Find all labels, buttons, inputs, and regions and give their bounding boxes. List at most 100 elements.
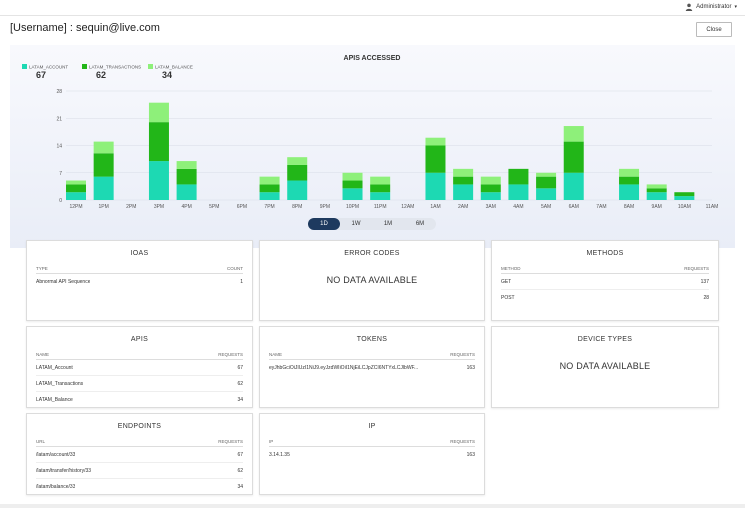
bar-segment (176, 168, 197, 185)
bar-segment (287, 164, 308, 181)
methods-row-name: POST (501, 294, 515, 301)
range-option-1m[interactable]: 1M (383, 221, 393, 227)
bar-segment (536, 172, 557, 177)
bar-segment (370, 192, 391, 200)
bar-segment (93, 176, 114, 200)
bar-segment (646, 188, 667, 193)
x-tick-label: 6PM (237, 204, 247, 210)
legend-label: LATAM_ACCOUNT (29, 65, 68, 70)
tokens-row-name: eyJhbGciOiJIUzI1NiJ9.eyJzdWIiOiI1NjEiLCJ… (269, 364, 419, 371)
bar-segment (563, 141, 584, 173)
legend-swatch (148, 64, 153, 69)
bar-segment (93, 153, 114, 177)
x-tick-label: 3AM (486, 204, 496, 210)
bar-segment (93, 141, 114, 154)
x-tick-label: 4AM (513, 204, 523, 210)
bar-segment (480, 176, 501, 185)
methods-row: POST 28 (501, 290, 709, 305)
x-tick-label: 7AM (596, 204, 606, 210)
bar-segment (259, 192, 280, 200)
bar-segment (646, 192, 667, 200)
endpoints-row-name: /latam/transfer/history/33 (36, 467, 92, 474)
methods-header: METHOD REQUESTS (501, 266, 709, 274)
bar-segment (259, 176, 280, 185)
methods-card: METHODS METHOD REQUESTS GET 137 POST 28 (491, 240, 719, 321)
x-tick-label: 5AM (541, 204, 551, 210)
endpoints-card: ENDPOINTS URL REQUESTS /latam/account/33… (26, 413, 253, 495)
user-menu[interactable]: Administrator ▾ (685, 3, 737, 11)
bar-segment (66, 192, 86, 200)
apis-card: APIS NAME REQUESTS LATAM_Account 67 LATAM_… (26, 326, 253, 408)
x-tick-label: 6AM (569, 204, 579, 210)
close-button[interactable]: Close (696, 22, 732, 37)
apis-row: LATAM_Balance 34 (36, 392, 243, 407)
chart-title: APIS ACCESSED (344, 55, 401, 62)
x-tick-label: 4PM (181, 204, 191, 210)
x-tick-label: 8PM (292, 204, 302, 210)
ip-col-requests: REQUESTS (450, 439, 475, 444)
bar-segment (619, 176, 640, 185)
x-tick-label: 5PM (209, 204, 219, 210)
bar-segment (480, 184, 501, 193)
error-codes-empty: NO DATA AVAILABLE (326, 275, 418, 285)
apis-row-name: LATAM_Account (36, 364, 73, 371)
ioas-header: TYPE COUNT (36, 266, 243, 274)
bar-segment (480, 192, 501, 200)
error-codes-title: ERROR CODES (344, 250, 400, 257)
bar-segment (425, 172, 446, 200)
bar-segment (536, 188, 557, 200)
x-tick-label: 12AM (401, 204, 414, 210)
y-tick-label: 28 (56, 89, 62, 95)
bar-segment (619, 168, 640, 177)
apis-row-name: LATAM_Transactions (36, 380, 84, 387)
range-option-1w[interactable]: 1W (351, 221, 361, 227)
bar-segment (66, 180, 86, 185)
bar-segment (646, 184, 667, 189)
bar-segment (370, 184, 391, 193)
tokens-col-name: NAME (269, 352, 283, 357)
apis-col-name: NAME (36, 352, 50, 357)
endpoints-row-name: /latam/account/33 (36, 451, 76, 458)
apis-row-value: 62 (237, 380, 243, 387)
ioas-col-count: COUNT (227, 266, 243, 271)
tokens-title: TOKENS (356, 336, 388, 343)
endpoints-row: /latam/account/33 67 (36, 447, 243, 463)
x-tick-label: 8AM (624, 204, 634, 210)
bar-segment (619, 184, 640, 200)
apis-accessed-chart: APIS ACCESSED LATAM_ACCOUNT 67 LATAM_TRANSA… (10, 45, 735, 248)
ioas-row: Abnormal API Sequence 1 (36, 274, 243, 289)
user-icon (685, 3, 693, 11)
apis-row-name: LATAM_Balance (36, 396, 73, 403)
bar-segment (148, 122, 169, 162)
error-codes-card: ERROR CODES NO DATA AVAILABLE (259, 240, 485, 321)
apis-title: APIS (130, 336, 149, 343)
ioas-col-type: TYPE (36, 266, 48, 271)
ioas-title: IOAS (130, 250, 149, 257)
bar-segment (342, 180, 363, 189)
endpoints-title: ENDPOINTS (117, 423, 162, 430)
x-tick-label: 2AM (458, 204, 468, 210)
range-option-1d[interactable]: 1D (308, 218, 340, 230)
bar-segment (342, 188, 363, 200)
legend-label: LATAM_BALANCE (155, 65, 193, 70)
chevron-down-icon: ▾ (734, 4, 737, 10)
top-bar: Administrator ▾ (0, 0, 745, 16)
apis-row-value: 67 (237, 364, 243, 371)
y-tick-label: 0 (59, 198, 62, 204)
bottom-bar (0, 504, 745, 508)
endpoints-row: /latam/transfer/history/33 62 (36, 463, 243, 479)
bar-segment (342, 172, 363, 181)
apis-row-value: 34 (237, 396, 243, 403)
endpoints-row-value: 67 (237, 451, 243, 458)
page-title: [Username] : sequin@live.com (10, 22, 160, 34)
endpoints-row-value: 62 (237, 467, 243, 474)
ip-card: IP IP REQUESTS 3.14.1.35 163 (259, 413, 485, 495)
ioas-row-value: 1 (240, 278, 243, 285)
bar-segment (508, 184, 529, 200)
endpoints-row: /latam/balance/33 34 (36, 479, 243, 494)
ioas-row-name: Abnormal API Sequence (36, 278, 91, 285)
range-option-6m[interactable]: 6M (415, 221, 425, 227)
ip-col-ip: IP (269, 439, 274, 444)
device-types-title: DEVICE TYPES (577, 336, 633, 343)
